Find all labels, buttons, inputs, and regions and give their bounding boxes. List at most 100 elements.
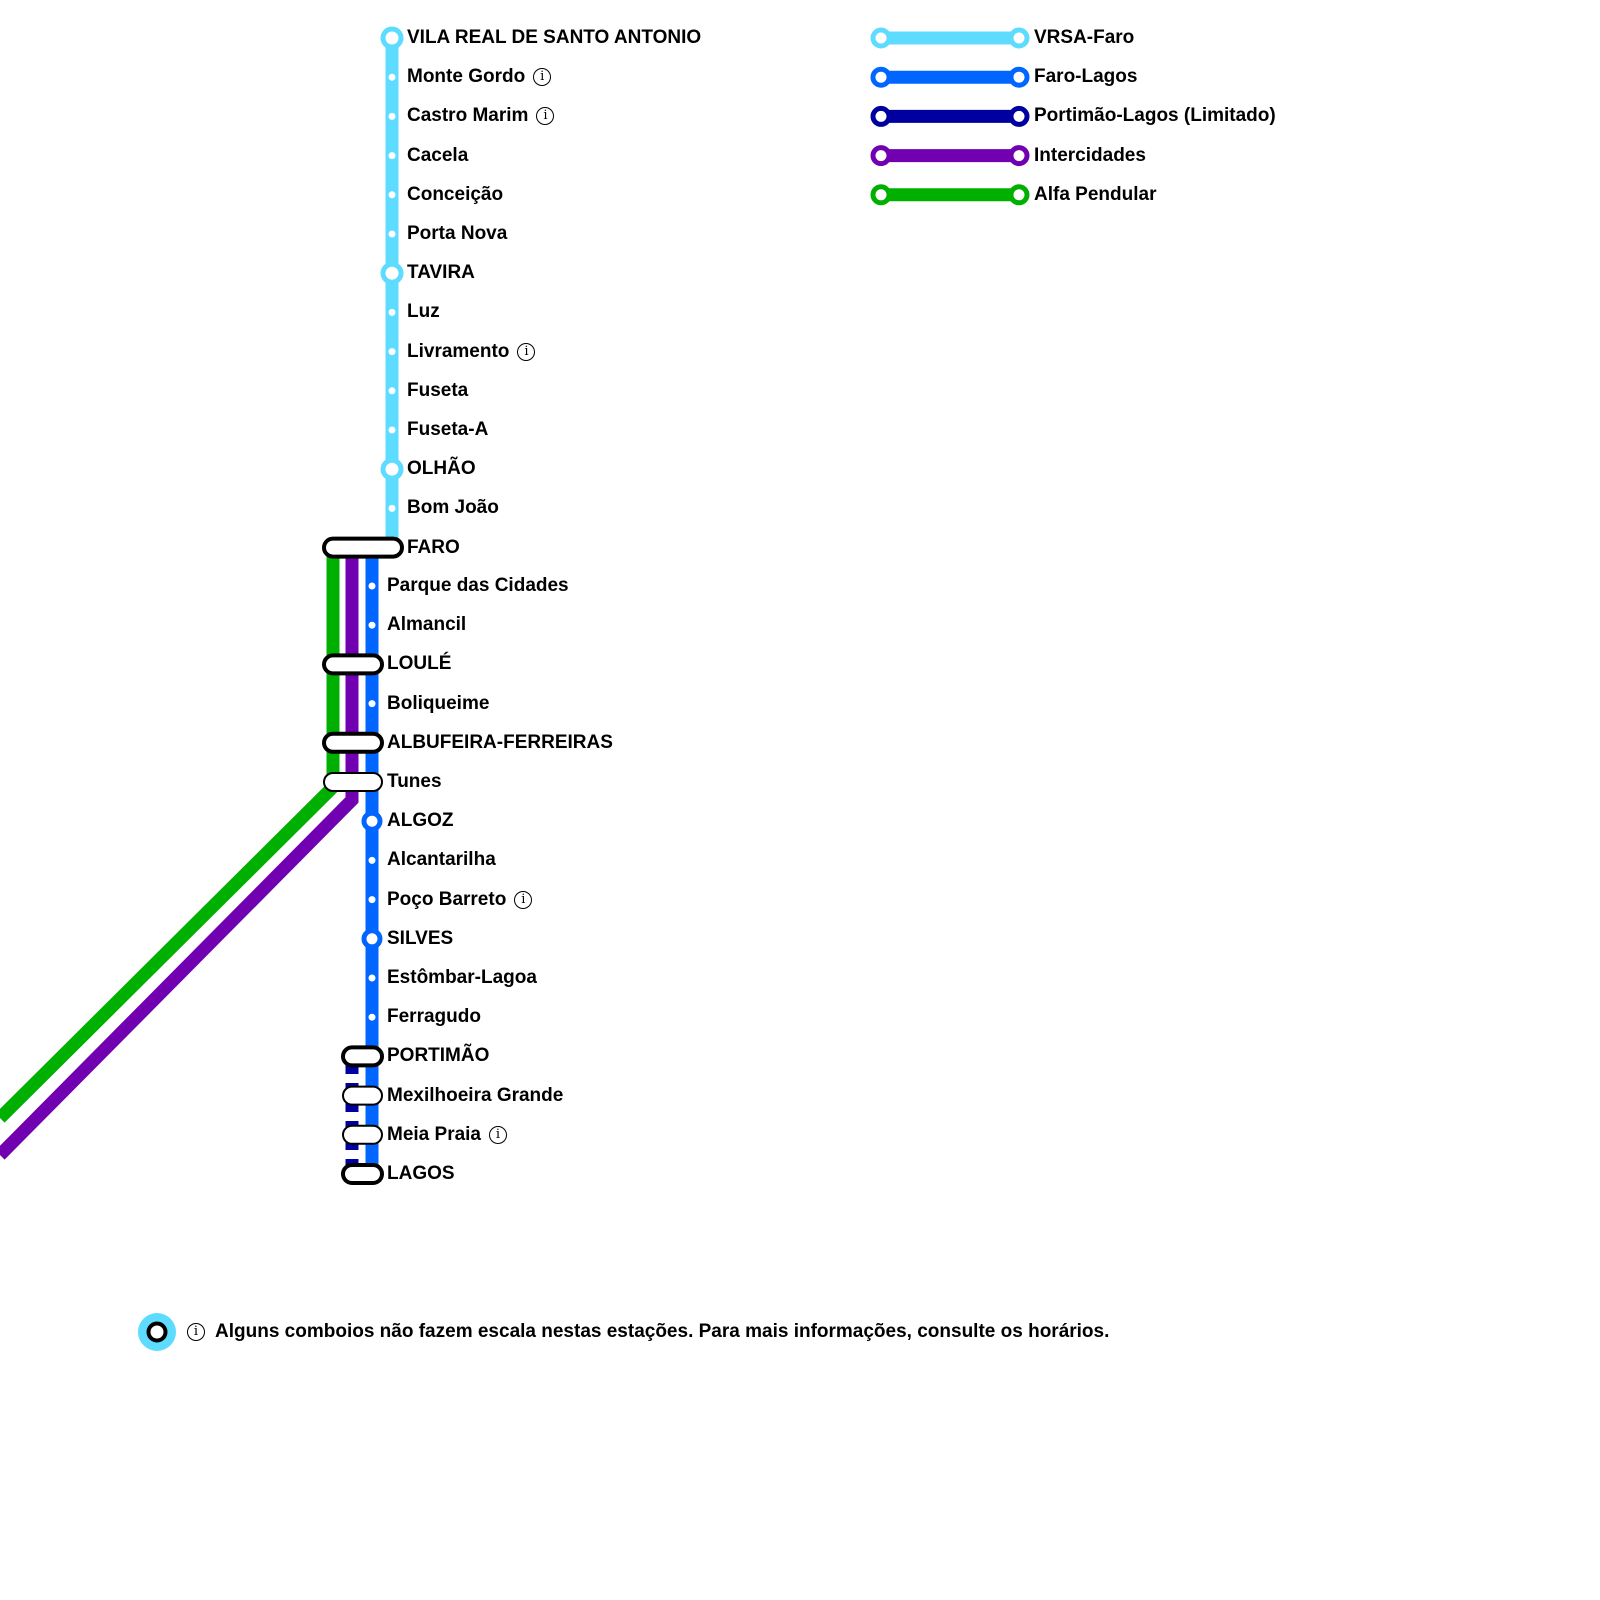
station-label[interactable]: Porta Nova [407,223,507,245]
station-name: Monte Gordo [407,66,526,88]
legend-endpoint [1008,66,1030,88]
info-icon: i [187,1323,205,1341]
interchange-marker [323,772,383,792]
station-dot [388,426,396,434]
intercidades-line [0,550,359,1160]
station-dot [368,582,376,590]
station-dot [388,191,396,199]
station-name: OLHÃO [407,458,476,480]
station-name: ALGOZ [387,810,454,832]
legend-endpoint [870,66,892,88]
station-label[interactable]: Monte Gordo i [407,66,552,88]
major-station-marker [380,26,404,50]
station-label[interactable]: Ferragudo [387,1006,481,1028]
major-station-marker [380,261,404,285]
station-dot [368,896,376,904]
station-name: VRSA-Faro [1034,27,1135,48]
footer-note: i Alguns comboios não fazem escala nesta… [187,1321,1109,1343]
station-dot [368,974,376,982]
station-dot [368,856,376,864]
station-name: Alcantarilha [387,849,496,871]
major-station-marker [380,457,404,481]
info-icon: i [533,68,552,87]
legend-endpoint [1008,184,1030,206]
station-name: LAGOS [387,1163,455,1184]
legend-endpoint [870,184,892,206]
station-label[interactable]: FARO [407,537,460,559]
station-name: Boliqueime [387,692,490,714]
station-label[interactable]: LOULÉ [387,653,451,675]
station-name: Meia Praia [387,1123,481,1145]
station-label[interactable]: VILA REAL DE SANTO ANTONIO [407,27,701,49]
station-dot [388,152,396,160]
legend-endpoint [1008,27,1030,49]
station-label[interactable]: Livramento i [407,340,536,363]
station-label[interactable]: Alcantarilha [387,849,496,871]
station-dot [388,73,396,81]
station-name: Faro-Lagos [1034,66,1138,88]
info-icon: i [514,890,533,909]
station-label[interactable]: Fuseta-A [407,419,488,441]
station-label[interactable]: SILVES [387,928,453,950]
station-label[interactable]: Tunes [387,771,442,793]
legend-label[interactable]: VRSA-Faro [1034,27,1134,49]
station-label[interactable]: PORTIMÃO [387,1045,489,1067]
station-label[interactable]: Boliqueime [387,693,489,715]
station-label[interactable]: Cacela [407,145,468,167]
station-name: SILVES [387,927,454,949]
station-label[interactable]: Parque das Cidades [387,575,569,597]
legend-label[interactable]: Faro-Lagos [1034,66,1137,88]
station-name: Livramento [407,340,510,362]
station-label[interactable]: ALGOZ [387,810,454,832]
station-label[interactable]: LAGOS [387,1163,455,1185]
station-name: Parque das Cidades [387,575,569,596]
footer-marker-ring [146,1321,168,1343]
station-name: Castro Marim [407,105,529,127]
station-label[interactable]: OLHÃO [407,458,476,480]
station-label[interactable]: Conceição [407,184,503,206]
station-name: FARO [407,536,460,558]
station-label[interactable]: Mexilhoeira Grande [387,1085,563,1107]
legend-label[interactable]: Alfa Pendular [1034,184,1156,206]
station-label[interactable]: TAVIRA [407,262,475,284]
station-label[interactable]: Almancil [387,614,466,636]
legend-endpoint [1008,105,1030,127]
station-label[interactable]: ALBUFEIRA-FERREIRAS [387,732,613,754]
station-name: VILA REAL DE SANTO ANTONIO [407,27,702,48]
station-name: Fuseta-A [407,419,489,440]
station-dot [388,387,396,395]
station-name: Portimão-Lagos (Limitado) [1034,105,1276,127]
station-name: Poço Barreto [387,888,507,910]
station-label[interactable]: Bom João [407,497,499,519]
station-dot [368,700,376,708]
station-label[interactable]: Estômbar-Lagoa [387,967,537,989]
station-label[interactable]: Fuseta [407,380,468,402]
info-icon: i [536,107,555,126]
station-name: Ferragudo [387,1006,481,1028]
station-label[interactable]: Poço Barreto i [387,888,533,911]
station-name: TAVIRA [407,262,475,284]
station-label[interactable]: Luz [407,301,440,323]
interchange-marker [322,731,384,754]
station-name: Intercidades [1034,144,1146,166]
station-name: Cacela [407,144,469,166]
legend-endpoint [1008,145,1030,167]
major-station-marker [361,928,383,950]
station-name: LOULÉ [387,653,452,675]
station-dot [388,348,396,356]
station-name: Estômbar-Lagoa [387,967,537,988]
station-label[interactable]: Meia Praia i [387,1124,507,1146]
legend-label[interactable]: Portimão-Lagos (Limitado) [1034,105,1276,127]
station-name: Conceição [407,183,504,205]
station-dot [368,1013,376,1021]
station-label[interactable]: Castro Marim i [407,105,555,127]
interchange-marker [341,1045,384,1068]
station-name: Fuseta [407,379,469,401]
info-icon: i [489,1125,507,1144]
station-dot [388,504,396,512]
legend-label[interactable]: Intercidades [1034,145,1146,167]
station-name: ALBUFEIRA-FERREIRAS [387,731,613,753]
station-dot [388,308,396,316]
